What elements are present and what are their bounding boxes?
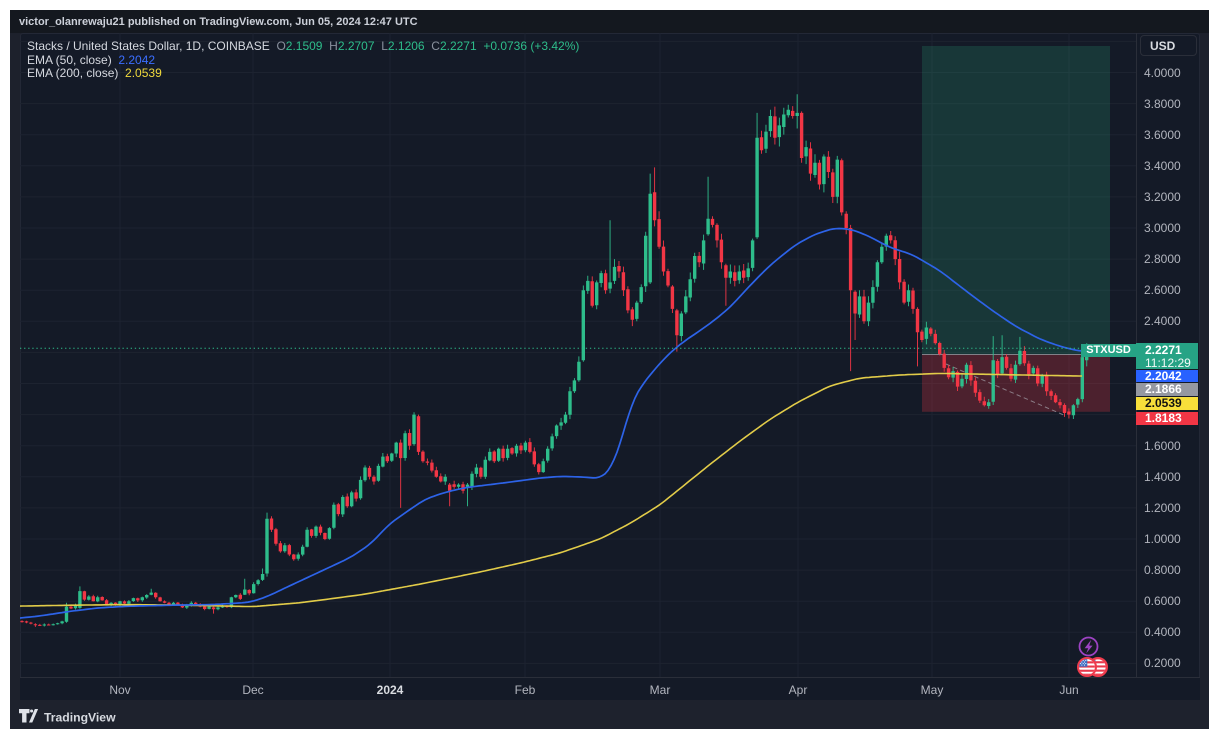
svg-text:TradingView: TradingView <box>44 711 116 725</box>
